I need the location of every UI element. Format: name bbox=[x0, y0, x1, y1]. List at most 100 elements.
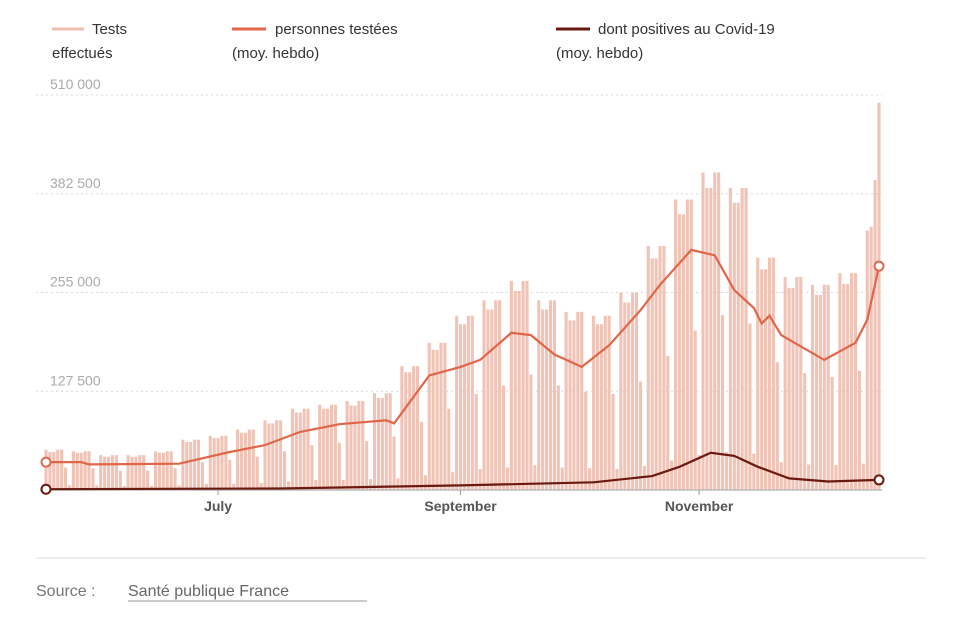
tests-bar bbox=[748, 323, 752, 490]
tests-bar bbox=[95, 485, 99, 490]
tests-bar bbox=[861, 463, 865, 490]
tests-bar bbox=[146, 470, 150, 490]
tests-bar bbox=[60, 449, 64, 490]
tests-bar bbox=[455, 315, 459, 490]
tests-bar bbox=[717, 172, 721, 490]
tests-bar bbox=[846, 283, 850, 490]
tests-bar bbox=[764, 269, 768, 490]
tests-bar bbox=[259, 483, 263, 490]
tests-bar bbox=[486, 309, 490, 490]
tests-bar bbox=[603, 315, 607, 490]
tests-bar bbox=[443, 342, 447, 490]
tests-bar bbox=[157, 452, 161, 490]
persons-start-marker bbox=[40, 456, 52, 468]
source-link[interactable]: Santé publique France bbox=[128, 583, 289, 600]
tests-bar bbox=[236, 429, 240, 490]
tests-bar bbox=[310, 445, 314, 490]
tests-bar bbox=[369, 479, 373, 490]
tests-bar bbox=[169, 451, 173, 490]
tests-bar bbox=[204, 483, 208, 490]
tests-bar bbox=[439, 342, 443, 490]
tests-bar bbox=[689, 199, 693, 490]
tests-bar bbox=[412, 366, 416, 490]
tests-bar bbox=[302, 408, 306, 490]
tests-bar bbox=[56, 449, 60, 490]
tests-bar bbox=[458, 324, 463, 490]
tests-bar bbox=[326, 408, 330, 490]
tests-bar bbox=[247, 429, 251, 490]
tests-bar bbox=[728, 187, 732, 491]
legend-positives-line1: dont positives au Covid-19 bbox=[598, 21, 775, 38]
tests-bar bbox=[482, 300, 486, 490]
tests-bar bbox=[415, 366, 420, 490]
persons-tested-line bbox=[46, 248, 881, 466]
tests-bar bbox=[810, 284, 815, 490]
tests-bar bbox=[865, 230, 869, 490]
tests-bar bbox=[267, 423, 271, 490]
tests-bar bbox=[103, 456, 107, 490]
y-tick-label: 510 000 bbox=[50, 76, 101, 92]
tests-bar bbox=[756, 257, 760, 490]
tests-bar bbox=[705, 187, 709, 491]
tests-bar bbox=[545, 309, 549, 490]
tests-bar bbox=[279, 420, 283, 490]
tests-bar bbox=[435, 349, 439, 490]
tests-bar bbox=[662, 246, 666, 490]
tests-bar bbox=[677, 214, 682, 490]
tests-bar bbox=[314, 479, 318, 490]
tests-bar bbox=[153, 451, 158, 490]
tests-bar bbox=[400, 366, 404, 490]
legend-positives-line2: (moy. hebdo) bbox=[556, 45, 643, 62]
legend-persons-line2: (moy. hebdo) bbox=[232, 45, 319, 62]
tests-bar bbox=[494, 300, 498, 490]
tests-bar bbox=[541, 309, 545, 490]
tests-bar bbox=[693, 330, 697, 490]
tests-bar bbox=[525, 280, 529, 490]
tests-bar bbox=[48, 452, 52, 490]
tests-bar bbox=[290, 408, 294, 490]
tests-bar bbox=[419, 421, 424, 490]
x-tick-label: September bbox=[424, 498, 497, 514]
tests-bar bbox=[118, 470, 122, 490]
tests-bar bbox=[736, 202, 740, 490]
tests-bar bbox=[740, 187, 744, 491]
tests-bar bbox=[834, 465, 838, 490]
tests-bar bbox=[181, 439, 185, 490]
tests-bar bbox=[52, 452, 56, 490]
x-ticks: July September November bbox=[204, 490, 734, 514]
tests-bar bbox=[177, 485, 181, 490]
tests-bar bbox=[807, 464, 811, 490]
tests-bar bbox=[584, 391, 588, 490]
tests-bar bbox=[556, 385, 560, 490]
tests-bar bbox=[193, 439, 197, 490]
positives-line bbox=[45, 451, 880, 491]
tests-bar bbox=[294, 412, 298, 490]
tests-bar bbox=[607, 315, 611, 490]
tests-bar bbox=[599, 324, 603, 490]
tests-bar bbox=[224, 435, 228, 490]
tests-bar bbox=[239, 432, 244, 490]
positives-start-marker bbox=[40, 483, 52, 495]
tests-bar bbox=[388, 393, 392, 490]
tests-bar bbox=[873, 180, 877, 490]
tests-bars bbox=[44, 102, 881, 491]
tests-bar bbox=[361, 400, 365, 490]
tests-bar bbox=[228, 459, 232, 490]
tests-bar bbox=[341, 479, 345, 490]
tests-bar bbox=[462, 324, 467, 490]
tests-bar bbox=[392, 436, 396, 490]
tests-bar bbox=[521, 280, 525, 490]
tests-bar bbox=[376, 397, 380, 490]
tests-bar bbox=[255, 456, 259, 490]
tests-bar bbox=[423, 475, 427, 490]
tests-bar bbox=[548, 300, 553, 490]
tests-bar bbox=[282, 451, 287, 490]
tests-bar bbox=[306, 408, 310, 490]
tests-bar bbox=[681, 214, 686, 490]
tests-bar bbox=[212, 438, 216, 490]
tests-bar bbox=[658, 246, 662, 490]
tests-bar bbox=[814, 294, 818, 490]
tests-bar bbox=[623, 302, 627, 490]
tests-bar bbox=[564, 311, 568, 490]
